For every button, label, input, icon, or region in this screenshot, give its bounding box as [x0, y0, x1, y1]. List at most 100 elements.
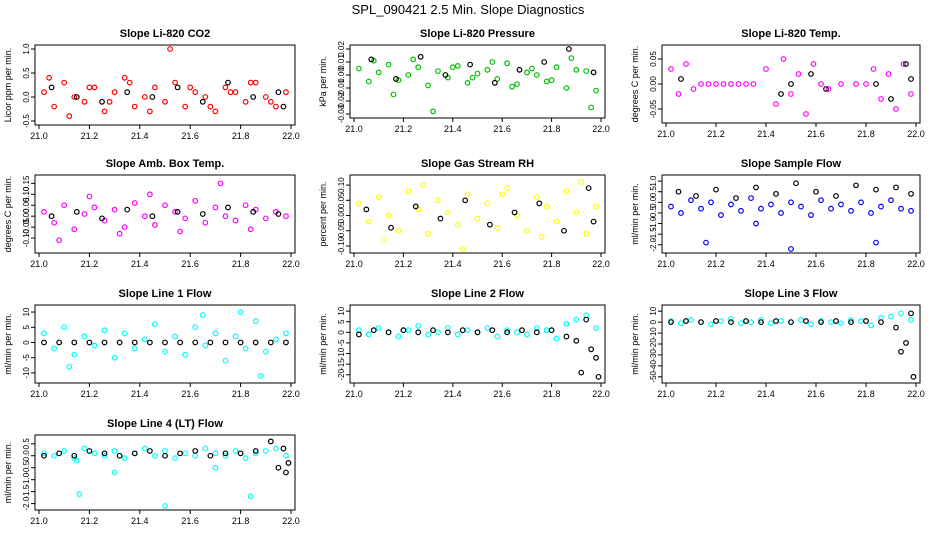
- chart-8-point-black: [533, 329, 540, 336]
- chart-1-point: [262, 94, 269, 100]
- chart-4-point: [121, 224, 128, 231]
- chart-7-point: [101, 327, 108, 334]
- chart-8-point: [415, 323, 422, 329]
- chart-2-point: [548, 77, 555, 84]
- chart-4-point: [131, 200, 138, 206]
- chart-3-ytick-label: -0.05: [649, 99, 658, 118]
- chart-3-point-black: [908, 76, 914, 82]
- chart-7-point: [41, 330, 47, 337]
- chart-5-ytick-label: -0.10: [337, 236, 346, 255]
- chart-7-point: [81, 333, 88, 340]
- chart-9-ytick-label: 0: [649, 319, 658, 324]
- chart-10-point-black: [41, 452, 47, 459]
- chart-10-point: [247, 493, 254, 500]
- chart-4-point: [152, 222, 158, 228]
- chart-1-point: [111, 89, 118, 96]
- chart-2-point: [484, 66, 491, 73]
- chart-4-point: [283, 213, 289, 220]
- chart-7-point: [61, 324, 68, 331]
- chart-3-xtick-label: 21.2: [707, 129, 725, 139]
- chart-3-point: [773, 101, 779, 107]
- chart-2-point: [469, 74, 476, 81]
- chart-9-point: [728, 315, 734, 322]
- chart-8-ytick-label: -20: [337, 368, 346, 380]
- chart-4-point: [86, 193, 93, 200]
- chart-4-ytick-label: 0.15: [22, 175, 31, 191]
- chart-8-point-black: [548, 327, 555, 334]
- chart-2-title: Slope Li-820 Pressure: [420, 28, 535, 40]
- chart-3-point: [900, 61, 907, 67]
- chart-5-point: [494, 224, 501, 231]
- chart-7-point-black: [162, 339, 168, 346]
- chart-8-point-black: [573, 337, 580, 344]
- chart-9-point: [688, 317, 694, 323]
- chart-10-point-black: [275, 464, 282, 471]
- chart-1-point: [146, 108, 153, 115]
- chart-10-point: [111, 448, 118, 454]
- chart-8-xtick-label: 21.4: [444, 389, 462, 399]
- chart-5-ytick-label: 0.00: [337, 207, 346, 223]
- chart-2-point-black: [368, 56, 375, 63]
- chart-7-point-black: [101, 339, 108, 346]
- chart-2-ytick-label: 0.02: [337, 41, 346, 57]
- chart-8-point-black: [370, 327, 377, 334]
- chart-8-title: Slope Line 2 Flow: [431, 288, 524, 300]
- chart-2-point-black: [565, 46, 572, 52]
- chart-5-ytick-label: -0.05: [337, 221, 346, 240]
- chart-4-point: [116, 230, 123, 237]
- chart-9-ylabel: ml/min per min.: [630, 313, 640, 375]
- chart-9-point-black: [910, 373, 917, 380]
- chart-3-point: [698, 81, 704, 87]
- chart-1-xtick-label: 22.0: [282, 131, 300, 141]
- chart-6-point: [808, 212, 814, 218]
- chart-5-xtick-label: 21.8: [543, 259, 561, 269]
- chart-4-point: [146, 191, 153, 198]
- chart-3-point-black: [788, 81, 794, 87]
- chart-9-point: [678, 320, 684, 327]
- chart-1-point: [81, 98, 88, 105]
- chart-10-ytick-label: 0.5: [22, 438, 31, 450]
- chart-2-point: [405, 72, 412, 78]
- chart-5-point-black: [437, 215, 444, 222]
- chart-9-ytick-label: -30: [649, 349, 658, 361]
- chart-3-point: [878, 96, 884, 102]
- chart-6-point-black: [908, 190, 914, 197]
- chart-2-point: [474, 70, 481, 77]
- chart-5-point-black: [462, 197, 469, 204]
- chart-8-xtick-label: 22.0: [592, 389, 610, 399]
- chart-8-point-black: [415, 329, 422, 336]
- chart-4-point: [56, 237, 63, 244]
- chart-5-point: [380, 236, 387, 243]
- chart-6-point: [728, 201, 734, 208]
- chart-5-xtick-label: 21.6: [493, 259, 511, 269]
- chart-7-frame: [34, 304, 296, 384]
- chart-6-point-black: [853, 182, 859, 189]
- chart-5-point: [385, 212, 392, 219]
- chart-9-point: [798, 317, 804, 323]
- chart-4-point-black: [174, 208, 181, 215]
- chart-9-ytick-label: -10: [649, 327, 658, 339]
- chart-6-ylabel: ml/min per min.: [630, 183, 640, 245]
- chart-7-ytick-label: 5: [22, 324, 31, 329]
- chart-7-point-black: [116, 339, 123, 346]
- chart-5-point: [435, 197, 441, 204]
- chart-2-point: [410, 56, 417, 63]
- chart-7-point: [202, 342, 209, 349]
- chart-4-point-black: [199, 211, 206, 217]
- chart-5-point: [356, 200, 362, 207]
- chart-6-point-black: [753, 184, 759, 191]
- chart-10-point: [152, 452, 158, 459]
- chart-3-point: [788, 91, 794, 97]
- chart-6-point-black: [893, 184, 899, 191]
- chart-1-point: [86, 84, 93, 91]
- chart-7-title: Slope Line 1 Flow: [119, 288, 212, 300]
- chart-2-ytick-label: -0.02: [337, 91, 346, 110]
- chart-4-point: [182, 215, 189, 222]
- chart-9-point-black: [893, 324, 899, 331]
- chart-6-point-black: [713, 186, 719, 193]
- chart-4-point: [51, 219, 58, 226]
- chart-4-point: [232, 217, 239, 224]
- chart-8-point-black: [444, 329, 451, 336]
- chart-1-title: Slope Li-820 CO2: [120, 28, 210, 40]
- chart-10-point-black: [192, 448, 199, 454]
